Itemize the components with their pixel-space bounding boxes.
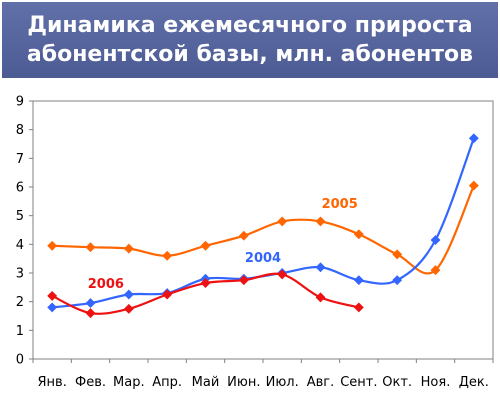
- data-point-2006: [277, 269, 288, 280]
- y-tick-label: 3: [16, 267, 24, 282]
- data-point-2005: [162, 250, 173, 261]
- x-tick-label: Мар.: [113, 375, 145, 390]
- x-tick-label: Апр.: [152, 375, 182, 390]
- y-tick-label: 7: [16, 152, 24, 167]
- x-axis: Янв. Фев. Мар. Апр. Май Июн. Июл. Авг. Сент. Окт.…: [32, 358, 494, 390]
- x-tick-label: Фев.: [75, 375, 106, 390]
- y-tick-label: 9: [16, 95, 24, 110]
- data-point-2006: [353, 302, 364, 313]
- y-tick-label: 6: [16, 181, 24, 196]
- y-axis: 0 1 2 3 4 5 6 7 8 9: [16, 95, 34, 368]
- data-point-2004: [353, 275, 364, 286]
- series-label-2006: 2006: [88, 277, 124, 292]
- x-tick-label: Окт.: [382, 375, 412, 390]
- chart-title-line-2: абонентской базы, млн. абонентов: [26, 42, 474, 67]
- data-point-2006: [238, 275, 249, 286]
- data-point-2005: [468, 180, 479, 191]
- y-tick-label: 5: [16, 209, 24, 224]
- plot-border: [32, 100, 494, 360]
- x-tick-label: Июл.: [266, 375, 299, 390]
- x-tick-label: Дек.: [459, 375, 489, 390]
- data-point-2004: [315, 262, 326, 273]
- data-point-2006: [162, 289, 173, 300]
- data-point-2005: [353, 229, 364, 240]
- plot-area: [32, 100, 494, 360]
- data-point-2005: [200, 240, 211, 251]
- data-point-2005: [238, 230, 249, 241]
- series-2005: 2005: [47, 180, 479, 276]
- x-tick-label: Сент.: [340, 375, 377, 390]
- series-label-2004: 2004: [245, 251, 281, 266]
- data-point-2005: [392, 249, 403, 260]
- series-label-2005: 2005: [322, 197, 358, 212]
- data-point-2004: [392, 275, 403, 286]
- data-point-2004: [123, 289, 134, 300]
- y-tick-label: 2: [16, 295, 24, 310]
- x-tick-label: Ноя.: [421, 375, 451, 390]
- data-point-2004: [468, 133, 479, 144]
- chart-title-line-1: Динамика ежемесячного прироста: [27, 13, 473, 38]
- x-tick-label: Авг.: [307, 375, 335, 390]
- data-point-2005: [315, 216, 326, 227]
- data-point-2005: [47, 240, 58, 251]
- data-point-2005: [85, 242, 96, 253]
- y-tick-label: 4: [16, 238, 24, 253]
- data-point-2005: [277, 216, 288, 227]
- y-tick-label: 8: [16, 123, 24, 138]
- x-tick-label: Янв.: [38, 375, 67, 390]
- data-point-2006: [123, 303, 134, 314]
- y-tick-label: 1: [16, 324, 24, 339]
- data-point-2006: [315, 292, 326, 303]
- x-tick-label: Май: [192, 375, 220, 390]
- chart-title-banner: Динамика ежемесячного прироста абонентск…: [2, 2, 498, 78]
- y-tick-label: 0: [16, 353, 24, 368]
- data-point-2006: [200, 278, 211, 288]
- data-point-2004: [430, 235, 441, 245]
- data-point-2005: [123, 243, 134, 254]
- x-tick-label: Июн.: [227, 375, 260, 390]
- data-point-2005: [430, 265, 441, 276]
